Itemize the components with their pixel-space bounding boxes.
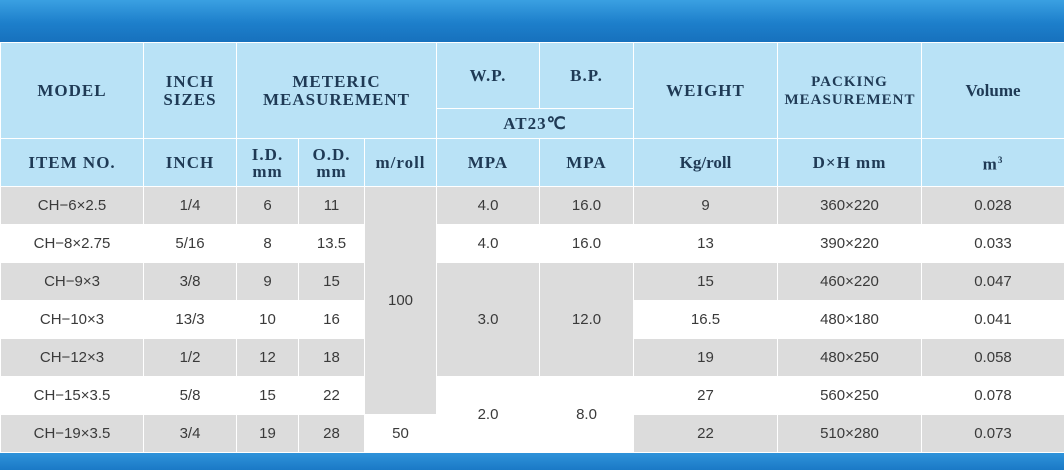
- table-row: CH−6×2.5 1/4 6 11 100 4.0 16.0 9 360×220…: [0, 186, 1064, 415]
- cell-weight: 16.5: [633, 300, 778, 339]
- cell-packing: 510×280: [777, 414, 922, 453]
- cell-id: 10: [236, 300, 299, 339]
- cell-model: CH−6×2.5: [0, 186, 144, 225]
- cell-volume: 0.078: [921, 376, 1064, 415]
- subheader-m3: m3: [921, 138, 1064, 187]
- cell-inch: 1/4: [143, 186, 237, 225]
- cell-id: 8: [236, 224, 299, 263]
- cell-packing: 560×250: [777, 376, 922, 415]
- cell-model: CH−9×3: [0, 262, 144, 301]
- subheader-mpa-wp: MPA: [436, 138, 540, 187]
- cell-weight: 27: [633, 376, 778, 415]
- header-packing-measurement: PACKING MEASUREMENT: [777, 42, 922, 139]
- header-at-temp: AT23℃: [436, 108, 634, 139]
- cell-od: 15: [298, 262, 365, 301]
- cell-volume: 0.041: [921, 300, 1064, 339]
- cell-packing: 480×180: [777, 300, 922, 339]
- cell-volume: 0.073: [921, 414, 1064, 453]
- header-wp: W.P.: [436, 42, 540, 109]
- header-volume: Volume: [921, 42, 1064, 139]
- cell-model: CH−15×3.5: [0, 376, 144, 415]
- cell-id: 15: [236, 376, 299, 415]
- cell-inch: 5/16: [143, 224, 237, 263]
- cell-bp-merged-low: 8.0: [539, 376, 634, 453]
- cell-od: 22: [298, 376, 365, 415]
- cell-mroll-100: 100: [364, 186, 437, 415]
- cell-packing: 460×220: [777, 262, 922, 301]
- cell-weight: 19: [633, 338, 778, 377]
- cell-id: 12: [236, 338, 299, 377]
- cell-model: CH−12×3: [0, 338, 144, 377]
- cell-volume: 0.058: [921, 338, 1064, 377]
- header-meteric-measurement: METERIC MEASUREMENT: [236, 42, 437, 139]
- cell-wp-merged: 3.0: [436, 262, 540, 377]
- table-row: CH−19×3.5 3/4 19 28 50 22 510×280 0.073: [0, 414, 1064, 453]
- cell-inch: 3/8: [143, 262, 237, 301]
- table-row: CH−8×2.75 5/16 8 13.5 4.0 16.0 13 390×22…: [0, 224, 1064, 263]
- cell-mroll-50: 50: [364, 414, 437, 453]
- header-model: MODEL: [0, 42, 144, 139]
- cell-od: 13.5: [298, 224, 365, 263]
- cell-weight: 22: [633, 414, 778, 453]
- cell-od: 11: [298, 186, 365, 225]
- header-inch-sizes: INCH SIZES: [143, 42, 237, 139]
- table-row: CH−9×3 3/8 9 15 3.0 12.0 15 460×220 0.04…: [0, 262, 1064, 377]
- cell-od: 16: [298, 300, 365, 339]
- cell-od: 18: [298, 338, 365, 377]
- cell-inch: 5/8: [143, 376, 237, 415]
- cell-id: 9: [236, 262, 299, 301]
- cell-wp: 4.0: [436, 224, 540, 263]
- cell-weight: 15: [633, 262, 778, 301]
- cell-inch: 13/3: [143, 300, 237, 339]
- cell-packing: 480×250: [777, 338, 922, 377]
- subheader-item-no: ITEM NO.: [0, 138, 144, 187]
- cell-volume: 0.033: [921, 224, 1064, 263]
- cell-volume: 0.047: [921, 262, 1064, 301]
- cell-weight: 9: [633, 186, 778, 225]
- cell-weight: 13: [633, 224, 778, 263]
- cell-inch: 1/2: [143, 338, 237, 377]
- subheader-mroll: m/roll: [364, 138, 437, 187]
- cell-volume: 0.028: [921, 186, 1064, 225]
- cell-wp: 4.0: [436, 186, 540, 225]
- subheader-kgroll: Kg/roll: [633, 138, 778, 187]
- table-row: CH−12×3 1/2 12 18 19 480×250 0.058: [0, 338, 1064, 377]
- cell-model: CH−10×3: [0, 300, 144, 339]
- table-row: CH−15×3.5 5/8 15 22 2.0 8.0 27 560×250 0…: [0, 376, 1064, 453]
- cell-packing: 360×220: [777, 186, 922, 225]
- cell-model: CH−8×2.75: [0, 224, 144, 263]
- cell-model: CH−19×3.5: [0, 414, 144, 453]
- bottom-bar: [0, 453, 1064, 470]
- cell-bp-merged: 12.0: [539, 262, 634, 377]
- top-banner: [0, 0, 1064, 42]
- cell-inch: 3/4: [143, 414, 237, 453]
- cell-wp-merged-low: 2.0: [436, 376, 540, 453]
- subheader-dxh: D×H mm: [777, 138, 922, 187]
- subheader-mpa-bp: MPA: [539, 138, 634, 187]
- subheader-id: I.D. mm: [236, 138, 299, 187]
- cell-bp: 16.0: [539, 224, 634, 263]
- cell-bp: 16.0: [539, 186, 634, 225]
- header-bp: B.P.: [539, 42, 634, 109]
- subheader-od: O.D. mm: [298, 138, 365, 187]
- cell-id: 6: [236, 186, 299, 225]
- spec-table: MODEL INCH SIZES METERIC MEASUREMENT W.P…: [0, 42, 1064, 453]
- header-weight: WEIGHT: [633, 42, 778, 139]
- cell-od: 28: [298, 414, 365, 453]
- cell-id: 19: [236, 414, 299, 453]
- table-row: CH−10×3 13/3 10 16 16.5 480×180 0.041: [0, 300, 1064, 339]
- subheader-inch: INCH: [143, 138, 237, 187]
- cell-packing: 390×220: [777, 224, 922, 263]
